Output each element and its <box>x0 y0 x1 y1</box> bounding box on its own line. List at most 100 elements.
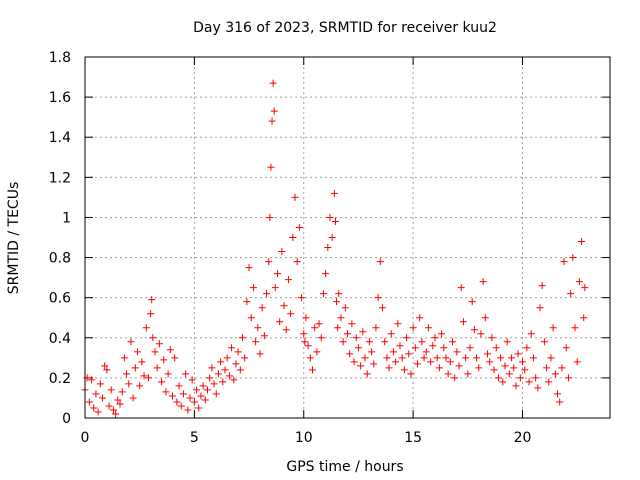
data-point <box>101 362 109 370</box>
data-point <box>379 304 386 312</box>
data-point <box>241 354 249 362</box>
data-point <box>494 374 502 382</box>
data-point <box>295 223 303 231</box>
data-point <box>333 298 341 306</box>
data-point <box>370 360 378 368</box>
data-point <box>409 324 417 332</box>
data-point <box>569 254 577 262</box>
data-point <box>103 366 111 374</box>
data-point <box>357 362 365 370</box>
data-point <box>228 344 236 352</box>
data-point <box>352 334 360 342</box>
data-point <box>324 244 332 252</box>
data-point <box>263 290 271 298</box>
data-point <box>151 348 159 356</box>
data-point <box>492 344 500 352</box>
data-point <box>300 330 308 338</box>
data-point <box>193 386 201 394</box>
data-point <box>276 318 284 326</box>
data-point <box>348 320 356 328</box>
data-point <box>346 350 354 358</box>
data-point <box>249 284 257 292</box>
data-point <box>260 332 268 340</box>
data-point <box>532 374 540 382</box>
data-point <box>92 390 100 398</box>
data-point <box>387 330 395 338</box>
data-point <box>564 374 572 382</box>
data-point <box>519 358 526 366</box>
data-point <box>435 364 443 372</box>
data-point <box>256 350 264 358</box>
data-point <box>301 338 309 346</box>
data-point <box>414 360 421 368</box>
data-point <box>374 294 382 302</box>
data-point <box>274 270 281 278</box>
data-point <box>140 372 148 380</box>
data-point <box>120 354 128 362</box>
data-point <box>529 354 537 362</box>
data-point <box>424 324 432 332</box>
data-point <box>123 370 131 378</box>
x-tick-label: 5 <box>190 430 199 446</box>
data-point <box>545 378 553 386</box>
data-point <box>129 394 137 402</box>
data-point <box>280 302 288 310</box>
data-point <box>217 358 225 366</box>
data-point <box>155 340 163 348</box>
data-point <box>177 402 185 410</box>
data-point <box>396 342 404 350</box>
data-point <box>268 117 276 125</box>
data-point <box>179 390 187 398</box>
data-point <box>479 278 487 286</box>
data-point <box>212 390 220 398</box>
data-point <box>221 366 229 374</box>
data-point <box>573 358 581 366</box>
y-axis-label: SRMTID / TECUs <box>6 182 22 295</box>
data-point <box>284 276 292 284</box>
data-point <box>411 344 419 352</box>
data-point <box>350 358 358 366</box>
data-point <box>567 290 575 298</box>
data-point <box>420 354 428 362</box>
data-point <box>376 258 384 266</box>
data-point <box>289 234 297 241</box>
data-point <box>204 386 211 394</box>
data-point <box>505 370 513 378</box>
data-point <box>186 394 194 402</box>
data-point <box>328 234 336 241</box>
data-point <box>392 358 400 366</box>
y-tick-label: 0.8 <box>49 251 71 267</box>
data-point <box>499 378 507 386</box>
data-point <box>243 298 251 306</box>
data-point <box>254 324 262 332</box>
data-point <box>464 370 472 378</box>
data-point <box>127 338 135 346</box>
data-point <box>462 354 470 362</box>
data-point <box>232 360 240 368</box>
chart-title: Day 316 of 2023, SRMTID for receiver kuu… <box>193 20 497 36</box>
data-point <box>523 344 531 352</box>
data-point <box>315 320 323 328</box>
data-point <box>368 348 376 356</box>
data-point <box>442 354 450 362</box>
data-point <box>554 390 561 398</box>
data-point <box>455 362 463 370</box>
data-point <box>446 358 454 366</box>
data-point <box>326 213 334 221</box>
data-point <box>160 356 168 364</box>
data-point <box>501 362 509 370</box>
x-axis-label: GPS time / hours <box>286 459 403 475</box>
data-point <box>547 354 555 362</box>
data-point <box>475 364 483 372</box>
data-point <box>334 324 342 332</box>
data-point <box>269 79 277 87</box>
data-point <box>270 107 278 115</box>
data-point <box>317 334 325 342</box>
data-point <box>293 258 301 266</box>
grid-lines <box>85 57 610 418</box>
data-point <box>306 354 314 362</box>
data-point <box>291 193 299 201</box>
data-point <box>558 364 566 372</box>
data-point <box>459 318 467 326</box>
data-point <box>85 398 93 406</box>
